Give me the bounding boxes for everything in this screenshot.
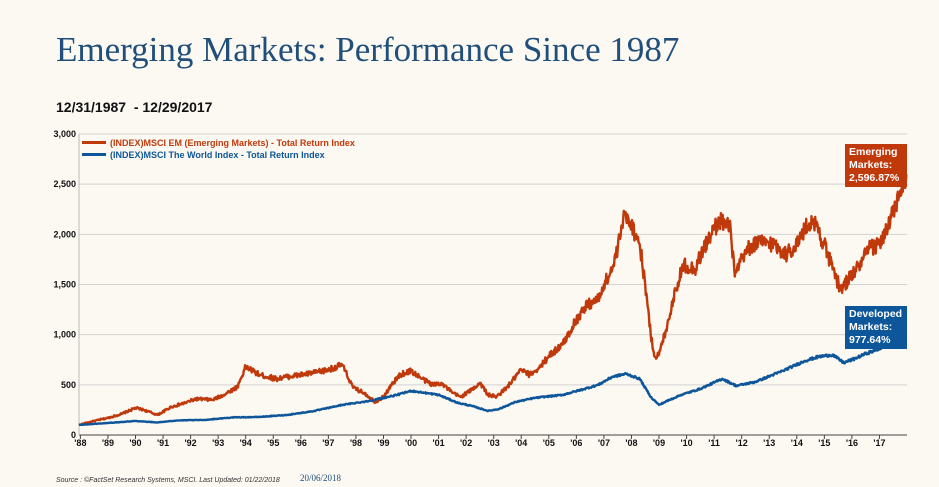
y-tick-label: 3,000 (53, 129, 76, 139)
x-tick-label: '97 (322, 438, 334, 448)
x-tick-label: '06 (570, 438, 582, 448)
x-tick-label: '96 (295, 438, 307, 448)
annotations: EmergingMarkets:2,596.87%DevelopedMarket… (845, 144, 907, 349)
source-note: Source : ©FactSet Research Systems, MSCI… (56, 477, 280, 484)
x-tick-label: '15 (818, 438, 830, 448)
x-tick-label: '07 (598, 438, 610, 448)
date-range: 12/31/1987 - 12/29/2017 (56, 99, 213, 115)
x-tick-label: '88 (74, 438, 86, 448)
x-tick-label: '11 (708, 438, 720, 448)
x-tick-label: '89 (102, 438, 114, 448)
x-tick-label: '14 (791, 438, 803, 448)
series-lines (78, 167, 908, 427)
y-tick-label: 2,000 (53, 229, 76, 239)
x-tick-label: '00 (405, 438, 417, 448)
axes: 0 500 1,000 1,500 2,000 2,500 3,000 '88 '89 '90 '9… (53, 129, 907, 448)
series-line-em (78, 167, 908, 426)
legend: (INDEX)MSCI EM (Emerging Markets) - Tota… (82, 138, 355, 160)
x-tick-label: '95 (267, 438, 279, 448)
x-tick-label: '10 (680, 438, 692, 448)
x-tick-label: '93 (212, 438, 224, 448)
x-tick-label: '92 (185, 438, 197, 448)
footer-date: 20/06/2018 (300, 473, 342, 483)
y-tick-label: 1,000 (53, 330, 76, 340)
legend-label-world: (INDEX)MSCI The World Index - Total Retu… (110, 150, 325, 160)
annotation-em-text: Markets: (849, 159, 892, 171)
x-tick-label: '01 (433, 438, 445, 448)
annotation-em-box (845, 144, 907, 187)
annotation-developed-text: 977.64% (849, 334, 891, 346)
x-tick-label: '09 (653, 438, 665, 448)
x-tick-label: '17 (873, 438, 885, 448)
x-tick-label: '12 (736, 438, 748, 448)
x-tick-label: '16 (846, 438, 858, 448)
x-tick-label: '94 (240, 438, 252, 448)
legend-label-em: (INDEX)MSCI EM (Emerging Markets) - Tota… (110, 138, 355, 148)
annotation-em-text: 2,596.87% (849, 172, 900, 184)
series-line-world (78, 335, 908, 427)
grid-lines (79, 133, 907, 386)
y-tick-label: 500 (61, 380, 76, 390)
x-tick-label: '13 (763, 438, 775, 448)
y-tick-label: 0 (71, 430, 76, 440)
annotation-developed-text: Markets: (849, 321, 892, 333)
x-tick-label: '90 (129, 438, 141, 448)
x-tick-label: '91 (157, 438, 169, 448)
x-tick-label: '08 (625, 438, 637, 448)
x-tick-label: '99 (377, 438, 389, 448)
x-tick-label: '98 (350, 438, 362, 448)
y-tick-label: 2,500 (53, 179, 76, 189)
x-tick-label: '03 (488, 438, 500, 448)
annotation-developed-text: Developed (849, 308, 902, 320)
page-title: Emerging Markets: Performance Since 1987 (56, 30, 680, 69)
annotation-developed-box (845, 306, 907, 349)
annotation-em-text: Emerging (849, 146, 897, 158)
y-tick-label: 1,500 (53, 280, 76, 290)
x-tick-label: '05 (543, 438, 555, 448)
x-tick-label: '02 (460, 438, 472, 448)
x-tick-label: '04 (515, 438, 527, 448)
